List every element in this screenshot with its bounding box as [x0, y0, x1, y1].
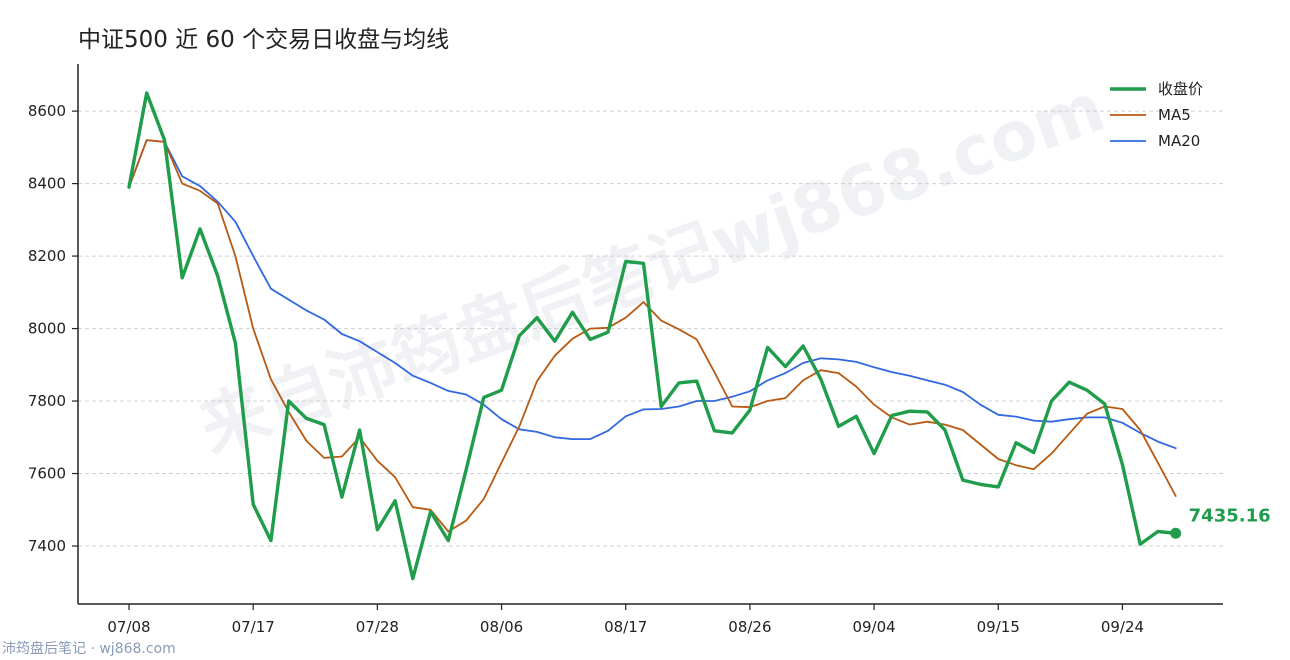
legend-label: MA20 [1158, 132, 1200, 150]
x-tick-label: 09/24 [1101, 618, 1144, 636]
x-tick-label: 07/28 [356, 618, 399, 636]
series-line-close [127, 91, 1178, 581]
chart-title: 中证500 近 60 个交易日收盘与均线 [78, 27, 450, 53]
x-tick-label: 07/17 [232, 618, 275, 636]
x-tick-label: 07/08 [107, 618, 150, 636]
series-line-ma5 [128, 139, 1177, 533]
x-tick-label: 08/26 [728, 618, 771, 636]
y-tick-label: 8600 [28, 102, 66, 120]
y-tick-label: 7600 [28, 465, 66, 483]
legend-label: MA5 [1158, 106, 1191, 124]
x-tick-label: 08/17 [604, 618, 647, 636]
y-tick-label: 8400 [28, 175, 66, 193]
footer-credit: 沛筠盘后笔记 · wj868.com [2, 641, 176, 657]
series-line-ma20 [128, 139, 1177, 450]
y-tick-label: 8200 [28, 247, 66, 265]
x-tick-label: 08/06 [480, 618, 523, 636]
y-tick-label: 7400 [28, 537, 66, 555]
y-tick-label: 8000 [28, 320, 66, 338]
last-close-label: 7435.16 [1189, 505, 1271, 526]
x-tick-label: 09/15 [977, 618, 1020, 636]
x-tick-label: 09/04 [852, 618, 895, 636]
y-tick-label: 7800 [28, 392, 66, 410]
last-close-point [1170, 527, 1182, 539]
legend-label: 收盘价 [1158, 80, 1203, 98]
